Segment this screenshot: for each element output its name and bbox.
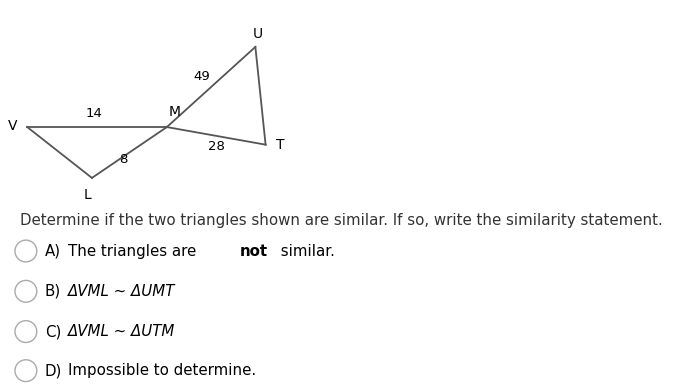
Text: ΔVML ~ ΔUTM: ΔVML ~ ΔUTM (68, 324, 176, 339)
Text: M: M (169, 105, 181, 119)
Text: Determine if the two triangles shown are similar. If so, write the similarity st: Determine if the two triangles shown are… (20, 213, 663, 228)
Text: 8: 8 (119, 153, 127, 166)
Text: 28: 28 (208, 140, 225, 152)
Text: U: U (253, 27, 262, 41)
Text: V: V (7, 119, 17, 133)
Text: ΔVML ~ ΔUMT: ΔVML ~ ΔUMT (68, 284, 176, 299)
Text: C): C) (45, 324, 61, 339)
Text: D): D) (45, 363, 63, 378)
Text: A): A) (45, 244, 61, 258)
Text: The triangles are: The triangles are (68, 244, 201, 258)
Text: not: not (240, 244, 268, 258)
Text: similar.: similar. (276, 244, 335, 258)
Text: Impossible to determine.: Impossible to determine. (68, 363, 256, 378)
Text: B): B) (45, 284, 61, 299)
Text: T: T (276, 138, 284, 152)
Text: L: L (83, 188, 91, 203)
Text: 14: 14 (86, 107, 102, 120)
Text: 49: 49 (193, 70, 210, 83)
